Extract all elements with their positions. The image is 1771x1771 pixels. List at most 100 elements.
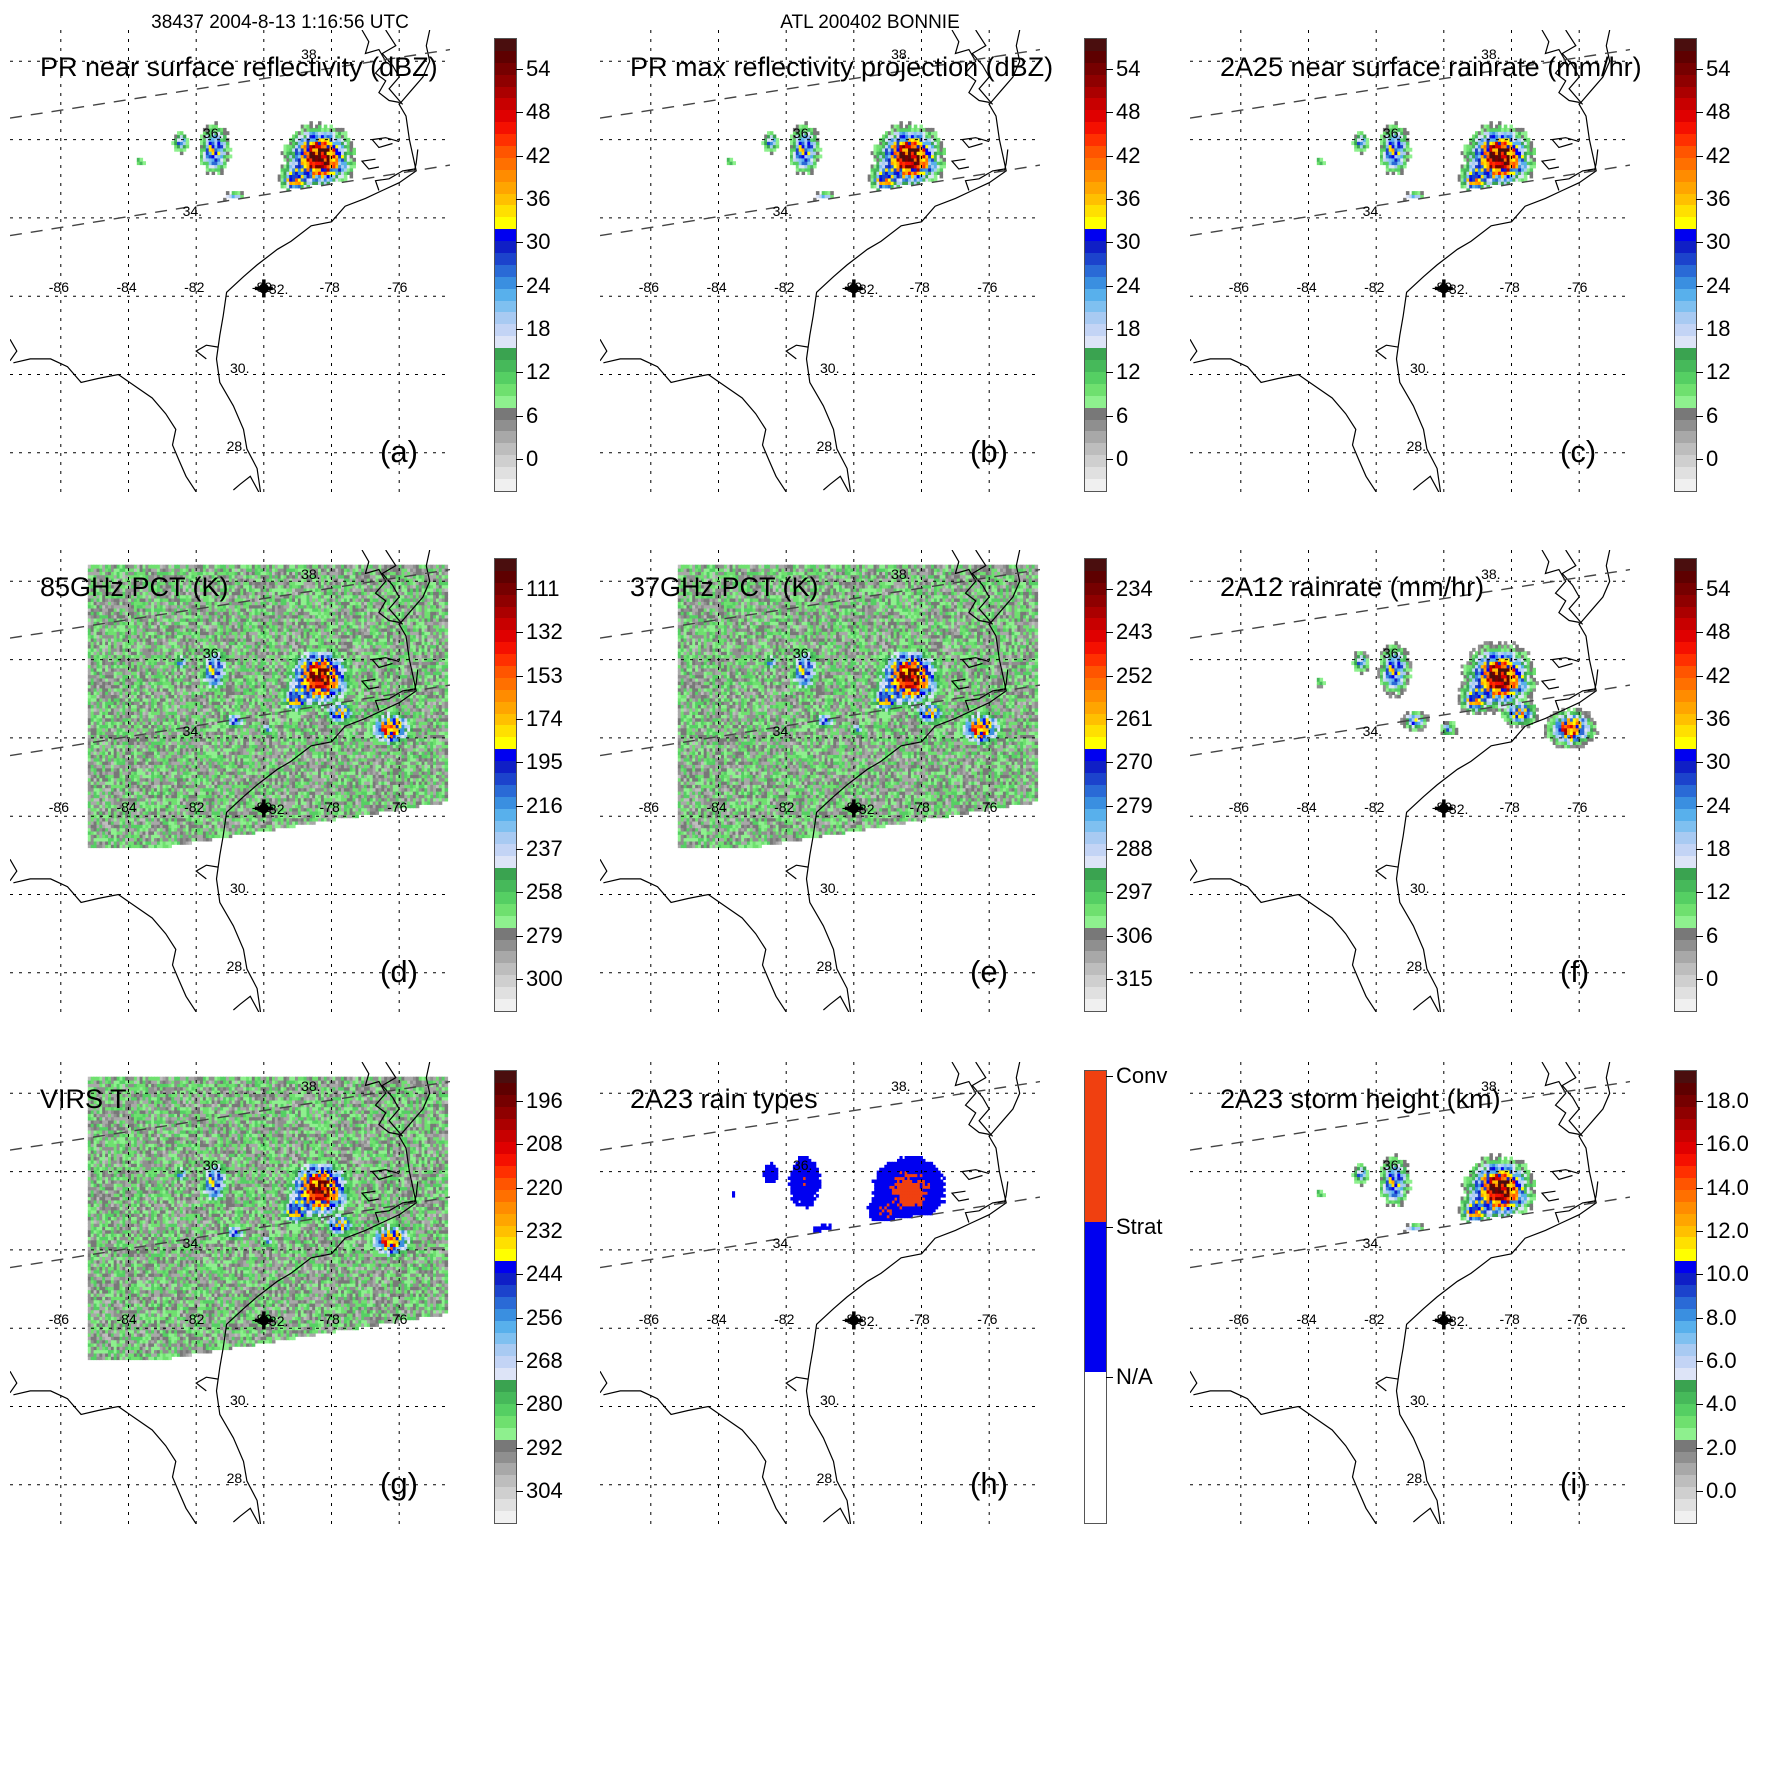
colorbar-e bbox=[1084, 558, 1107, 1012]
colorbar-segment bbox=[1675, 891, 1696, 904]
panel-d: -86 -84 -82 -80 -78 -76 38. 36. 34. 32. 30. 28. 85GH… bbox=[10, 550, 600, 1066]
colorbar-segment bbox=[495, 1487, 516, 1500]
colorbar-segment bbox=[1085, 157, 1106, 170]
map-f[interactable]: -86 -84 -82 -80 -78 -76 38. 36. 34. 32. 30. 28. bbox=[1190, 550, 1630, 1012]
colorbar-tick-mark bbox=[1696, 285, 1703, 287]
map-g[interactable]: -86 -84 -82 -80 -78 -76 38. 36. 34. 32. 30. 28. bbox=[10, 1062, 450, 1524]
map-h[interactable]: -86 -84 -82 -80 -78 -76 38. 36. 34. 32. 30. 28. bbox=[600, 1062, 1040, 1524]
colorbar-tick-label: 48 bbox=[1706, 619, 1730, 645]
colorbar-tick-label: 18 bbox=[526, 316, 550, 342]
panel-title-h: 2A23 rain types bbox=[630, 1084, 818, 1115]
graticule bbox=[10, 550, 450, 1012]
colorbar-segment bbox=[495, 62, 516, 75]
colorbar-tick-mark bbox=[516, 805, 523, 807]
lat-tick-label: 30. bbox=[820, 880, 839, 896]
colorbar-segment bbox=[495, 1213, 516, 1226]
coastline bbox=[600, 30, 1021, 492]
colorbar-segment bbox=[1085, 39, 1106, 51]
colorbar-segment bbox=[1675, 217, 1696, 230]
colorbar-segment bbox=[1675, 455, 1696, 468]
colorbar-segment bbox=[495, 455, 516, 468]
data-field bbox=[732, 1156, 946, 1233]
colorbar-segment bbox=[495, 478, 516, 491]
colorbar-segment bbox=[1085, 939, 1106, 952]
colorbar-segment bbox=[495, 868, 516, 881]
colorbar-tick-label: 0 bbox=[1116, 446, 1128, 472]
colorbar-segment bbox=[1675, 74, 1696, 87]
colorbar-tick-label: 42 bbox=[1116, 143, 1140, 169]
colorbar-segment bbox=[495, 1463, 516, 1476]
lat-tick-label: 30. bbox=[820, 360, 839, 376]
colorbar-segment bbox=[495, 253, 516, 265]
colorbar-segment bbox=[495, 820, 516, 833]
colorbar-tick-mark bbox=[1106, 718, 1113, 720]
map-d[interactable]: -86 -84 -82 -80 -78 -76 38. 36. 34. 32. 30. 28. bbox=[10, 550, 450, 1012]
map-c[interactable]: -86 -84 -82 -80 -78 -76 38. 36. 34. 32. 30. 28. bbox=[1190, 30, 1630, 492]
colorbar-segment bbox=[1675, 606, 1696, 619]
colorbar-segment bbox=[1675, 594, 1696, 607]
colorbar-tick-label: 279 bbox=[526, 923, 563, 949]
colorbar-segment bbox=[495, 1392, 516, 1404]
colorbar-segment bbox=[495, 383, 516, 396]
lon-tick-label: -76 bbox=[977, 799, 997, 815]
lon-tick-label: -82 bbox=[774, 279, 794, 295]
colorbar-segment bbox=[1085, 903, 1106, 916]
colorbar-segment bbox=[1675, 701, 1696, 714]
lat-tick-label: 30. bbox=[230, 880, 249, 896]
lat-tick-label: 30. bbox=[230, 360, 249, 376]
map-a[interactable]: -86 -84 -82 -80 -78 -76 38. 36. 34. 32. 30. 28. bbox=[10, 30, 450, 492]
lon-tick-label: -80 bbox=[252, 799, 272, 815]
lat-tick-label: 34. bbox=[1363, 203, 1382, 219]
swath-edges bbox=[1190, 568, 1630, 757]
lon-tick-label: -80 bbox=[1432, 1311, 1452, 1327]
colorbar-segment bbox=[495, 312, 516, 325]
lon-tick-label: -86 bbox=[1229, 799, 1249, 815]
colorbar-segment bbox=[1675, 1118, 1696, 1131]
colorbar-segment bbox=[1675, 134, 1696, 147]
colorbar-segment bbox=[495, 1225, 516, 1238]
map-e[interactable]: -86 -84 -82 -80 -78 -76 38. 36. 34. 32. 30. 28. bbox=[600, 550, 1040, 1012]
colorbar-tick-label: 42 bbox=[526, 143, 550, 169]
colorbar-segment bbox=[495, 395, 516, 408]
colorbar-segment bbox=[1085, 241, 1106, 254]
colorbar-segment bbox=[1675, 1213, 1696, 1226]
colorbar-tick-label: 306 bbox=[1116, 923, 1153, 949]
colorbar-segment bbox=[495, 1237, 516, 1250]
orbit-title: 38437 2004-8-13 1:16:56 UTC bbox=[0, 12, 560, 34]
map-b[interactable]: -86 -84 -82 -80 -78 -76 38. 36. 34. 32. 30. 28. bbox=[600, 30, 1040, 492]
colorbar-segment bbox=[495, 701, 516, 714]
colorbar-segment bbox=[1085, 336, 1106, 349]
panel-b: -86 -84 -82 -80 -78 -76 38. 36. 34. 32. 30. 28. PR m… bbox=[600, 30, 1190, 546]
lon-tick-label: -78 bbox=[910, 279, 930, 295]
colorbar-tick-mark bbox=[1696, 805, 1703, 807]
colorbar-segment bbox=[495, 1475, 516, 1488]
colorbar-tick-mark bbox=[516, 1447, 523, 1449]
lon-tick-label: -84 bbox=[1296, 1311, 1316, 1327]
lat-tick-label: 36. bbox=[793, 1157, 812, 1173]
lon-tick-label: -84 bbox=[706, 279, 726, 295]
map-i[interactable]: -86 -84 -82 -80 -78 -76 38. 36. 34. 32. 30. 28. bbox=[1190, 1062, 1630, 1524]
colorbar-tick-label: 252 bbox=[1116, 663, 1153, 689]
colorbar-tick-mark bbox=[516, 588, 523, 590]
colorbar-tick-label: 36 bbox=[526, 186, 550, 212]
colorbar-tick-mark bbox=[516, 1491, 523, 1493]
colorbar-tick-mark bbox=[1106, 675, 1113, 677]
colorbar-segment bbox=[495, 146, 516, 158]
colorbar-tick-label: N/A bbox=[1116, 1364, 1153, 1390]
lat-tick-label: 38. bbox=[1481, 566, 1500, 582]
colorbar-segment bbox=[1675, 157, 1696, 170]
colorbar-tick-label: 30 bbox=[1706, 749, 1730, 775]
colorbar-tick-label: 292 bbox=[526, 1435, 563, 1461]
coastline bbox=[1190, 550, 1611, 1012]
colorbar-segment bbox=[1085, 348, 1106, 361]
colorbar-segment bbox=[495, 1380, 516, 1393]
colorbar-tick-label: 18 bbox=[1706, 836, 1730, 862]
colorbar-segment bbox=[495, 725, 516, 738]
colorbar-tick-label: 10.0 bbox=[1706, 1261, 1749, 1287]
lon-tick-label: -76 bbox=[1567, 279, 1587, 295]
colorbar-segment bbox=[495, 276, 516, 289]
lat-tick-label: 36. bbox=[1383, 1157, 1402, 1173]
colorbar-tick-label: 243 bbox=[1116, 619, 1153, 645]
panel-a: -86 -84 -82 -80 -78 -76 38. 36. 34. 32. 30. 28. PR n… bbox=[10, 30, 600, 546]
panel-c: -86 -84 -82 -80 -78 -76 38. 36. 34. 32. 30. 28. 2A25… bbox=[1190, 30, 1771, 546]
